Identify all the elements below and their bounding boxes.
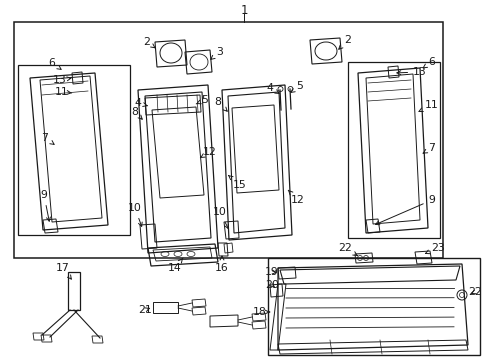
Text: 5: 5	[290, 81, 303, 93]
Text: 20: 20	[264, 280, 278, 290]
Text: 9: 9	[41, 190, 50, 221]
Text: 7: 7	[41, 133, 54, 144]
Text: 22: 22	[337, 243, 357, 256]
Text: 22: 22	[467, 287, 481, 297]
Text: 6: 6	[422, 57, 434, 68]
Text: 19: 19	[264, 267, 278, 277]
Text: 3: 3	[210, 47, 223, 59]
Text: 13: 13	[396, 67, 426, 77]
Text: 18: 18	[253, 307, 269, 317]
Text: 8: 8	[131, 107, 142, 119]
Text: 5: 5	[196, 95, 208, 105]
Text: 1: 1	[240, 4, 247, 17]
Text: 9: 9	[375, 195, 434, 225]
Text: 15: 15	[228, 175, 246, 190]
Text: 4: 4	[266, 83, 279, 94]
Text: 13: 13	[53, 75, 71, 85]
Text: 10: 10	[128, 203, 142, 226]
Text: 8: 8	[214, 97, 227, 111]
Text: 2: 2	[338, 35, 351, 49]
Text: 12: 12	[200, 147, 217, 158]
Text: 11: 11	[418, 100, 438, 112]
Text: 23: 23	[425, 243, 444, 254]
Text: 11: 11	[55, 87, 72, 97]
Text: 4: 4	[134, 98, 147, 108]
Text: 16: 16	[215, 256, 228, 273]
Text: 12: 12	[287, 190, 304, 205]
Text: 14: 14	[168, 258, 183, 273]
Text: 2: 2	[143, 37, 155, 48]
Text: 6: 6	[48, 58, 61, 69]
Text: 10: 10	[213, 207, 228, 229]
Text: 17: 17	[56, 263, 71, 279]
Text: 21: 21	[138, 305, 152, 315]
Text: 7: 7	[422, 143, 434, 153]
